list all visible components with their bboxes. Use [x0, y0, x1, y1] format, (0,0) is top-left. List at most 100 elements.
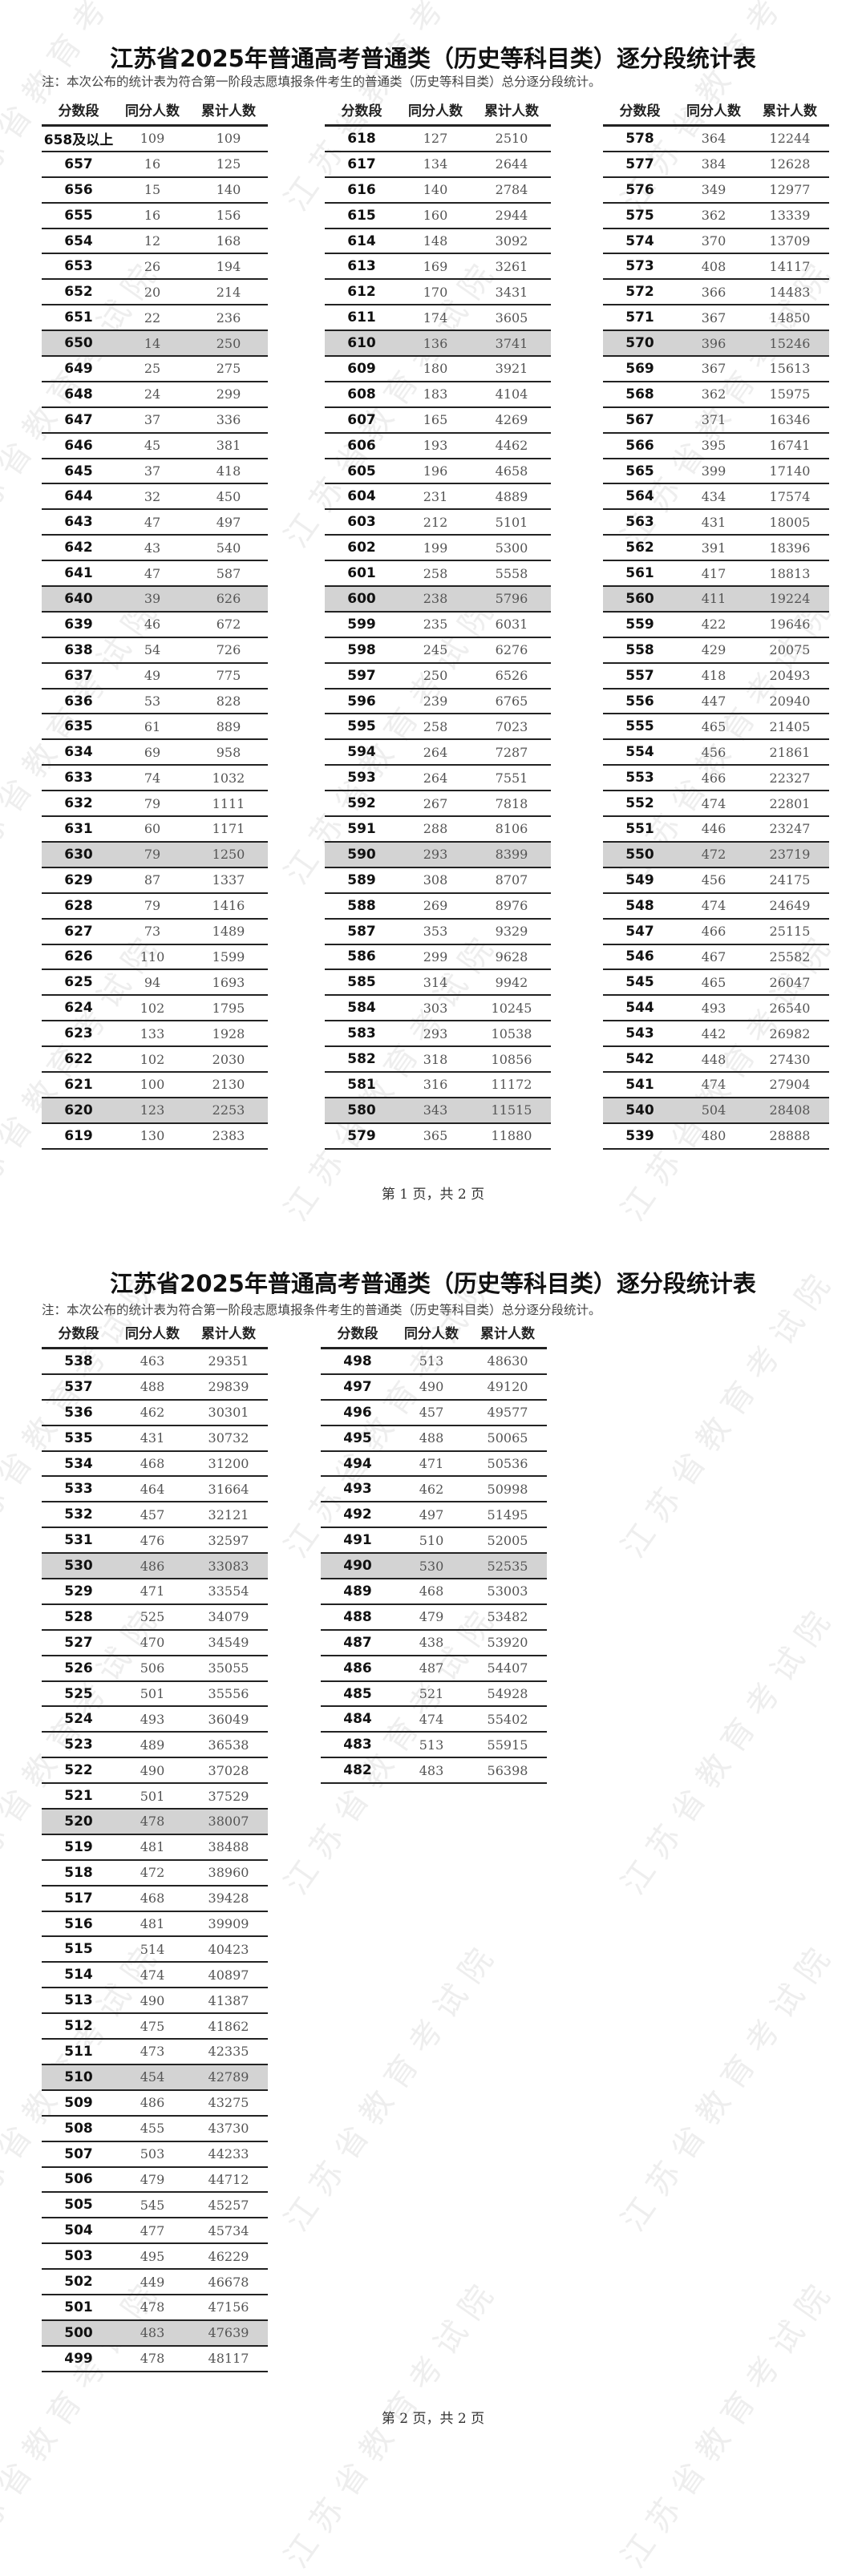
cumulative-cell: 672	[216, 617, 241, 633]
table-row: 572 366 14483	[603, 280, 829, 306]
score-cell: 538	[64, 1353, 93, 1369]
count-cell: 169	[423, 258, 448, 274]
score-cell: 638	[64, 641, 93, 658]
score-cell: 572	[625, 284, 654, 301]
score-cell: 531	[64, 1532, 93, 1549]
table-row: 551 446 23247	[603, 817, 829, 843]
count-cell: 490	[140, 1992, 165, 2008]
score-cell: 556	[625, 693, 654, 710]
count-cell: 238	[423, 591, 448, 607]
count-cell: 446	[701, 821, 726, 837]
count-cell: 22	[144, 309, 161, 326]
count-cell: 521	[419, 1686, 444, 1702]
count-cell: 490	[419, 1379, 444, 1395]
cumulative-cell: 23247	[769, 821, 811, 837]
cumulative-cell: 236	[216, 309, 241, 326]
table-header: 分数段 同分人数 累计人数	[42, 1316, 268, 1349]
count-cell: 371	[701, 412, 726, 428]
score-cell: 502	[64, 2274, 93, 2290]
cumulative-cell: 418	[216, 463, 241, 479]
score-cell: 604	[347, 488, 376, 505]
count-cell: 264	[423, 770, 448, 786]
score-cell: 583	[347, 1025, 376, 1042]
count-cell: 199	[423, 540, 448, 556]
score-cell: 639	[64, 616, 93, 633]
cumulative-cell: 4104	[495, 386, 528, 402]
cumulative-cell: 29351	[208, 1353, 249, 1369]
count-cell: 504	[701, 1102, 726, 1118]
table-row: 650 14 250	[42, 331, 268, 358]
count-cell: 349	[701, 182, 726, 198]
column-header: 累计人数	[201, 1325, 256, 1342]
cumulative-cell: 17574	[769, 488, 811, 504]
cumulative-cell: 19224	[769, 591, 811, 607]
count-cell: 180	[423, 361, 448, 377]
cumulative-cell: 16346	[769, 412, 811, 428]
cumulative-cell: 1416	[212, 898, 245, 914]
score-cell: 623	[64, 1025, 93, 1042]
table-row: 636 53 828	[42, 689, 268, 715]
cumulative-cell: 4462	[495, 438, 528, 454]
cumulative-cell: 56398	[487, 1762, 528, 1778]
score-cell: 542	[625, 1051, 654, 1067]
table-header: 分数段 同分人数 累计人数	[603, 94, 829, 127]
table-row: 493 462 50998	[321, 1477, 547, 1503]
score-cell: 617	[347, 156, 376, 172]
table-row: 501 478 47156	[42, 2295, 268, 2321]
score-table: 分数段 同分人数 累计人数 618 127 2510 617 134 2644 616 140 278…	[325, 94, 551, 1150]
column-header: 分数段	[58, 1325, 99, 1342]
table-row: 583 293 10538	[325, 1021, 551, 1048]
table-row: 603 212 5101	[325, 510, 551, 536]
table-row: 568 362 15975	[603, 382, 829, 408]
score-cell: 651	[64, 309, 93, 326]
cumulative-cell: 2644	[495, 156, 528, 172]
score-cell: 615	[347, 207, 376, 224]
table-row: 581 316 11172	[325, 1073, 551, 1098]
score-cell: 586	[347, 948, 376, 965]
cumulative-cell: 2253	[212, 1102, 245, 1118]
score-cell: 610	[347, 335, 376, 352]
cumulative-cell: 26540	[769, 1000, 811, 1016]
count-cell: 102	[140, 1051, 165, 1067]
score-cell: 648	[64, 386, 93, 402]
watermark-text: 江苏省教育考试院	[614, 1596, 844, 1902]
cumulative-cell: 11172	[491, 1077, 532, 1093]
table-row: 514 474 40897	[42, 1963, 268, 1989]
cumulative-cell: 49577	[487, 1405, 528, 1421]
table-row: 584 303 10245	[325, 996, 551, 1022]
cumulative-cell: 41862	[208, 2018, 249, 2034]
table-row: 648 24 299	[42, 382, 268, 408]
table-row: 635 61 889	[42, 714, 268, 741]
count-cell: 478	[140, 2299, 165, 2315]
cumulative-cell: 18813	[769, 565, 811, 581]
table-row: 515 514 40423	[42, 1937, 268, 1963]
table-row: 534 468 31200	[42, 1452, 268, 1478]
count-cell: 123	[140, 1102, 165, 1118]
score-cell: 501	[64, 2299, 93, 2315]
cumulative-cell: 5796	[495, 591, 528, 607]
table-row: 483 513 55915	[321, 1733, 547, 1759]
cumulative-cell: 39428	[208, 1891, 249, 1907]
count-cell: 316	[423, 1077, 448, 1093]
cumulative-cell: 5300	[495, 540, 528, 556]
score-cell: 608	[347, 386, 376, 402]
cumulative-cell: 24175	[769, 872, 811, 888]
score-cell: 640	[64, 590, 93, 607]
score-cell: 587	[347, 923, 376, 940]
table-row: 528 525 34079	[42, 1605, 268, 1631]
score-cell: 627	[64, 923, 93, 940]
count-cell: 134	[423, 156, 448, 172]
score-cell: 519	[64, 1838, 93, 1855]
count-cell: 457	[419, 1405, 444, 1421]
cumulative-cell: 48117	[208, 2351, 249, 2367]
count-cell: 455	[140, 2121, 165, 2137]
cumulative-cell: 12244	[769, 131, 811, 147]
table-row: 657 16 125	[42, 152, 268, 178]
cumulative-cell: 2510	[495, 131, 528, 147]
score-cell: 494	[343, 1455, 372, 1472]
cumulative-cell: 47156	[208, 2299, 249, 2315]
cumulative-cell: 497	[216, 514, 241, 530]
watermark-text: 江苏省教育考试院	[614, 1933, 844, 2238]
table-row: 570 396 15246	[603, 331, 829, 358]
count-cell: 43	[144, 540, 161, 556]
